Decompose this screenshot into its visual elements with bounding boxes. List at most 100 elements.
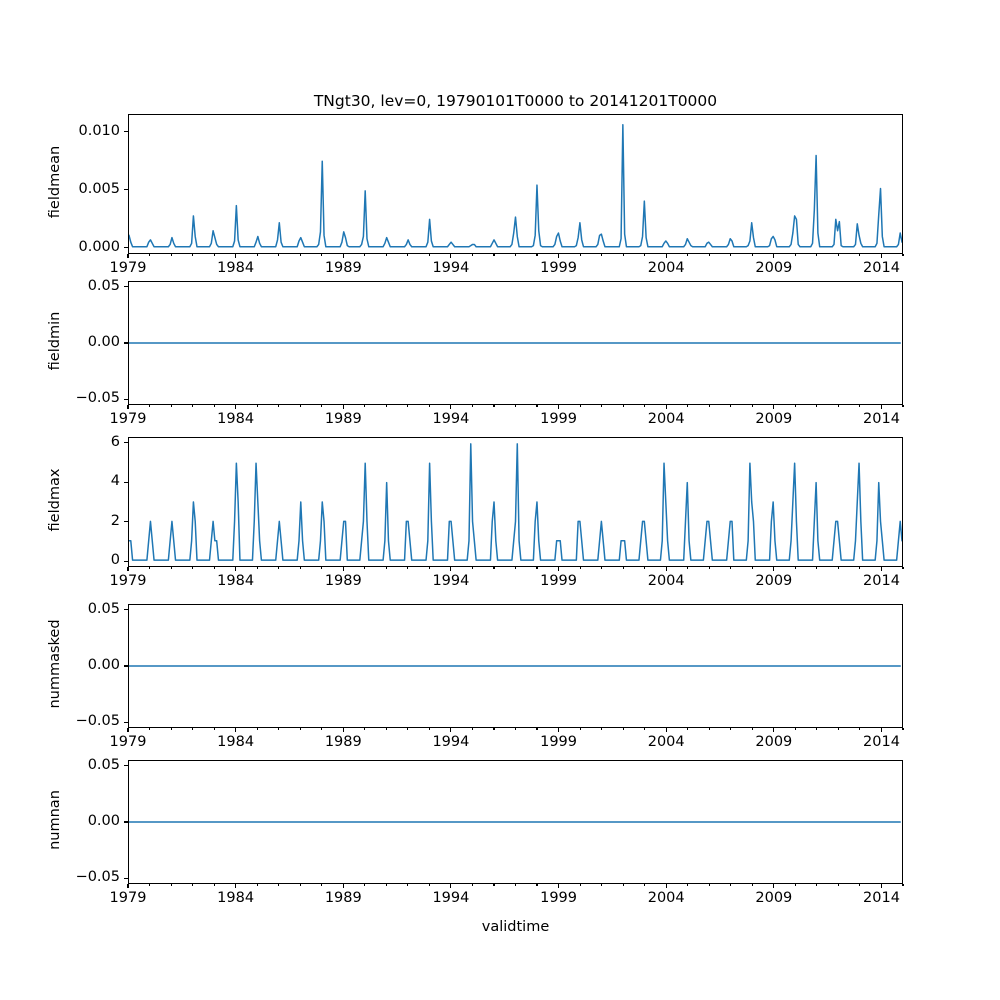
xtick-label: 1994 xyxy=(432,573,470,589)
ytick-label: −0.05 xyxy=(75,390,120,407)
xtick-mark-minor xyxy=(493,405,495,408)
xtick-mark-minor xyxy=(407,567,409,570)
xtick-mark-major xyxy=(880,728,883,732)
xtick-mark-major xyxy=(665,567,667,571)
xtick-mark-minor xyxy=(192,884,194,887)
xtick-label: 1999 xyxy=(540,734,577,750)
ytick-label: 6 xyxy=(110,433,120,450)
xtick-mark-minor xyxy=(385,567,387,570)
ytick-label: −0.05 xyxy=(75,869,120,886)
xtick-mark-minor xyxy=(579,728,581,731)
xtick-mark-minor xyxy=(859,884,861,887)
xtick-mark-minor xyxy=(148,728,151,731)
ytick-label: 0.05 xyxy=(87,756,120,773)
xtick-mark-major xyxy=(127,728,129,732)
ytick-mark xyxy=(124,131,128,133)
ytick-mark xyxy=(124,286,128,288)
xtick-mark-minor xyxy=(256,405,258,408)
xtick-mark-major xyxy=(773,405,775,409)
xtick-mark-minor xyxy=(751,567,753,570)
xtick-mark-minor xyxy=(794,405,796,408)
xtick-mark-minor xyxy=(428,254,430,257)
xtick-mark-minor xyxy=(514,728,517,731)
xtick-mark-minor xyxy=(192,567,194,570)
xtick-mark-minor xyxy=(601,405,603,408)
xtick-mark-minor xyxy=(837,254,839,257)
xtick-label: 1999 xyxy=(540,260,577,276)
xtick-mark-minor xyxy=(471,567,473,570)
xtick-mark-minor xyxy=(514,405,517,408)
xtick-mark-minor xyxy=(902,405,904,408)
xtick-mark-minor xyxy=(148,884,151,887)
xtick-label: 2004 xyxy=(647,411,685,427)
ytick-label: −0.05 xyxy=(75,713,120,730)
xtick-label: 2014 xyxy=(863,734,900,750)
xtick-label: 1979 xyxy=(109,890,147,906)
xtick-mark-minor xyxy=(148,254,151,257)
xtick-mark-minor xyxy=(493,567,495,570)
xtick-label: 1999 xyxy=(540,411,577,427)
xtick-mark-minor xyxy=(256,254,258,257)
xtick-mark-minor xyxy=(579,254,581,257)
subplot-numnan xyxy=(128,760,903,884)
xtick-mark-minor xyxy=(192,254,194,257)
xtick-mark-minor xyxy=(751,254,753,257)
xtick-mark-major xyxy=(450,728,452,732)
xtick-mark-major xyxy=(665,728,667,732)
xtick-mark-minor xyxy=(299,728,301,731)
xtick-label: 1989 xyxy=(324,734,362,750)
xtick-mark-minor xyxy=(213,567,215,570)
xtick-mark-minor xyxy=(321,567,323,570)
xtick-mark-minor xyxy=(794,567,796,570)
xtick-mark-major xyxy=(450,254,452,258)
ytick-label: 0.05 xyxy=(87,277,120,294)
xtick-label: 1989 xyxy=(324,411,362,427)
xtick-mark-minor xyxy=(170,254,172,257)
xtick-mark-minor xyxy=(278,728,280,731)
ytick-label: 0.00 xyxy=(87,657,120,673)
xtick-mark-minor xyxy=(536,884,538,887)
xtick-mark-major xyxy=(558,884,560,888)
xtick-label: 2009 xyxy=(755,890,793,906)
ytick-label: 0.010 xyxy=(78,122,120,139)
xtick-mark-minor xyxy=(730,567,732,570)
xtick-mark-minor xyxy=(514,567,517,570)
xtick-mark-minor xyxy=(299,254,301,257)
ytick-label: 0.05 xyxy=(87,600,120,617)
xtick-mark-major xyxy=(665,405,667,409)
ytick-label: 4 xyxy=(110,473,120,490)
xtick-label: 1979 xyxy=(109,260,147,276)
xtick-mark-minor xyxy=(687,567,689,570)
xtick-mark-minor xyxy=(730,728,732,731)
xtick-mark-minor xyxy=(601,567,603,570)
ytick-mark xyxy=(124,765,128,767)
xtick-mark-minor xyxy=(644,254,646,257)
subplot-fieldmin xyxy=(128,281,903,405)
xtick-label: 1999 xyxy=(540,890,577,906)
ytick-mark xyxy=(124,521,128,523)
xtick-mark-minor xyxy=(687,884,689,887)
xtick-mark-minor xyxy=(299,884,301,887)
xtick-label: 2014 xyxy=(863,260,900,276)
xtick-mark-major xyxy=(342,405,344,409)
xtick-mark-minor xyxy=(213,405,215,408)
xtick-mark-minor xyxy=(708,567,710,570)
xtick-mark-minor xyxy=(730,884,732,887)
subplot-nummasked xyxy=(128,604,903,728)
xtick-label: 1994 xyxy=(432,411,470,427)
xtick-label: 2004 xyxy=(647,734,685,750)
xtick-mark-minor xyxy=(536,254,538,257)
xtick-mark-minor xyxy=(299,567,301,570)
xtick-mark-minor xyxy=(428,567,430,570)
xtick-mark-minor xyxy=(708,884,710,887)
xtick-mark-major xyxy=(127,884,129,888)
data-line-fieldmax xyxy=(129,438,902,566)
xtick-label: 1984 xyxy=(217,573,255,589)
ytick-mark xyxy=(124,721,128,723)
xtick-mark-major xyxy=(235,254,237,258)
xtick-mark-minor xyxy=(601,884,603,887)
xtick-label: 1994 xyxy=(432,890,470,906)
xtick-mark-minor xyxy=(536,405,538,408)
xtick-mark-minor xyxy=(428,728,430,731)
xtick-mark-major xyxy=(558,254,560,258)
